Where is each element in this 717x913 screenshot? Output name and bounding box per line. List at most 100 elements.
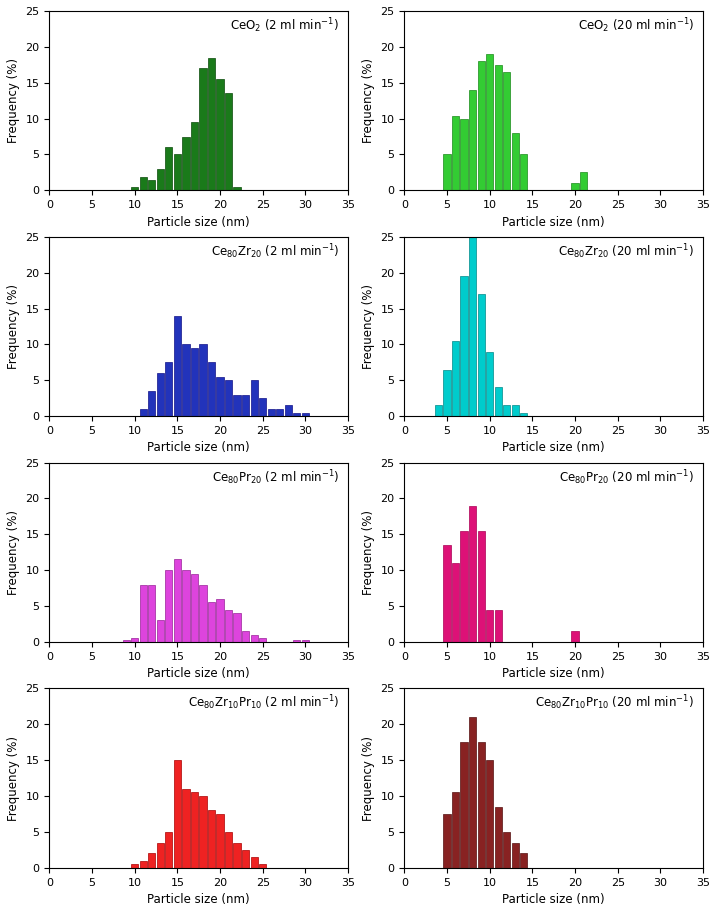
Bar xyxy=(217,599,224,642)
X-axis label: Particle size (nm): Particle size (nm) xyxy=(148,215,250,228)
Bar xyxy=(182,137,189,190)
Bar xyxy=(478,742,485,867)
Bar xyxy=(199,796,206,867)
X-axis label: Particle size (nm): Particle size (nm) xyxy=(503,893,605,906)
Y-axis label: Frequency (%): Frequency (%) xyxy=(362,58,375,143)
Bar xyxy=(512,843,519,867)
X-axis label: Particle size (nm): Particle size (nm) xyxy=(503,441,605,455)
Bar xyxy=(478,61,485,190)
Bar xyxy=(225,380,232,416)
Bar xyxy=(156,373,164,416)
Text: Ce$_{80}$Zr$_{10}$Pr$_{10}$ (20 ml min$^{-1}$): Ce$_{80}$Zr$_{10}$Pr$_{10}$ (20 ml min$^… xyxy=(535,694,694,712)
Bar xyxy=(217,814,224,867)
Bar xyxy=(250,857,258,867)
Bar xyxy=(199,344,206,416)
Bar xyxy=(486,352,493,416)
Bar xyxy=(234,394,241,416)
Bar xyxy=(503,832,511,867)
Text: CeO$_2$ (2 ml min$^{-1}$): CeO$_2$ (2 ml min$^{-1}$) xyxy=(230,16,339,35)
Bar xyxy=(435,405,442,416)
Bar xyxy=(495,610,502,642)
Bar xyxy=(148,391,156,416)
Bar xyxy=(148,584,156,642)
Bar xyxy=(140,861,147,867)
Bar xyxy=(191,573,198,642)
Bar xyxy=(242,394,250,416)
Y-axis label: Frequency (%): Frequency (%) xyxy=(362,509,375,594)
Text: Ce$_{80}$Zr$_{20}$ (20 ml min$^{-1}$): Ce$_{80}$Zr$_{20}$ (20 ml min$^{-1}$) xyxy=(558,242,694,261)
Bar xyxy=(191,348,198,416)
Bar xyxy=(486,610,493,642)
Bar xyxy=(503,405,511,416)
Bar xyxy=(140,177,147,190)
Bar xyxy=(460,530,467,642)
Bar xyxy=(452,563,459,642)
Text: Ce$_{80}$Pr$_{20}$ (20 ml min$^{-1}$): Ce$_{80}$Pr$_{20}$ (20 ml min$^{-1}$) xyxy=(559,468,694,487)
Bar xyxy=(276,409,283,416)
Bar xyxy=(469,506,476,642)
Bar xyxy=(302,413,309,416)
Y-axis label: Frequency (%): Frequency (%) xyxy=(362,284,375,369)
Bar xyxy=(131,638,138,642)
Bar xyxy=(452,792,459,867)
Bar xyxy=(259,865,266,867)
Bar xyxy=(217,79,224,190)
Bar xyxy=(148,854,156,867)
Y-axis label: Frequency (%): Frequency (%) xyxy=(7,284,20,369)
Bar xyxy=(460,277,467,416)
Bar xyxy=(165,147,173,190)
Bar xyxy=(208,603,215,642)
Bar xyxy=(259,638,266,642)
Bar xyxy=(571,631,579,642)
Y-axis label: Frequency (%): Frequency (%) xyxy=(7,736,20,821)
Bar xyxy=(469,236,476,416)
Bar xyxy=(208,811,215,867)
Bar xyxy=(302,640,309,642)
Bar xyxy=(521,154,528,190)
Bar xyxy=(165,362,173,416)
Bar xyxy=(234,843,241,867)
Bar xyxy=(191,122,198,190)
Bar xyxy=(452,341,459,416)
Bar xyxy=(131,865,138,867)
Bar xyxy=(478,294,485,416)
Bar xyxy=(250,380,258,416)
Bar xyxy=(174,761,181,867)
Bar xyxy=(486,761,493,867)
Y-axis label: Frequency (%): Frequency (%) xyxy=(7,509,20,594)
Bar xyxy=(225,832,232,867)
Bar xyxy=(486,54,493,190)
Bar xyxy=(165,832,173,867)
Bar xyxy=(208,58,215,190)
Text: Ce$_{80}$Zr$_{20}$ (2 ml min$^{-1}$): Ce$_{80}$Zr$_{20}$ (2 ml min$^{-1}$) xyxy=(211,242,339,261)
Bar xyxy=(512,405,519,416)
Bar xyxy=(469,89,476,190)
Bar xyxy=(174,154,181,190)
Bar xyxy=(443,370,451,416)
X-axis label: Particle size (nm): Particle size (nm) xyxy=(148,893,250,906)
Bar xyxy=(460,119,467,190)
Bar xyxy=(495,65,502,190)
Bar xyxy=(199,68,206,190)
X-axis label: Particle size (nm): Particle size (nm) xyxy=(148,441,250,455)
Bar xyxy=(293,640,300,642)
Bar xyxy=(156,621,164,642)
Bar xyxy=(140,409,147,416)
Bar xyxy=(174,316,181,416)
Bar xyxy=(495,387,502,416)
Bar xyxy=(503,72,511,190)
Bar xyxy=(208,362,215,416)
Bar xyxy=(156,169,164,190)
Bar xyxy=(242,631,250,642)
Bar xyxy=(140,584,147,642)
Bar xyxy=(234,187,241,190)
Bar xyxy=(225,93,232,190)
Bar xyxy=(443,814,451,867)
Bar xyxy=(217,377,224,416)
Bar xyxy=(259,398,266,416)
X-axis label: Particle size (nm): Particle size (nm) xyxy=(148,667,250,680)
Text: Ce$_{80}$Pr$_{20}$ (2 ml min$^{-1}$): Ce$_{80}$Pr$_{20}$ (2 ml min$^{-1}$) xyxy=(212,468,339,487)
Text: Ce$_{80}$Zr$_{10}$Pr$_{10}$ (2 ml min$^{-1}$): Ce$_{80}$Zr$_{10}$Pr$_{10}$ (2 ml min$^{… xyxy=(188,694,339,712)
Bar xyxy=(123,640,130,642)
Bar xyxy=(293,413,300,416)
